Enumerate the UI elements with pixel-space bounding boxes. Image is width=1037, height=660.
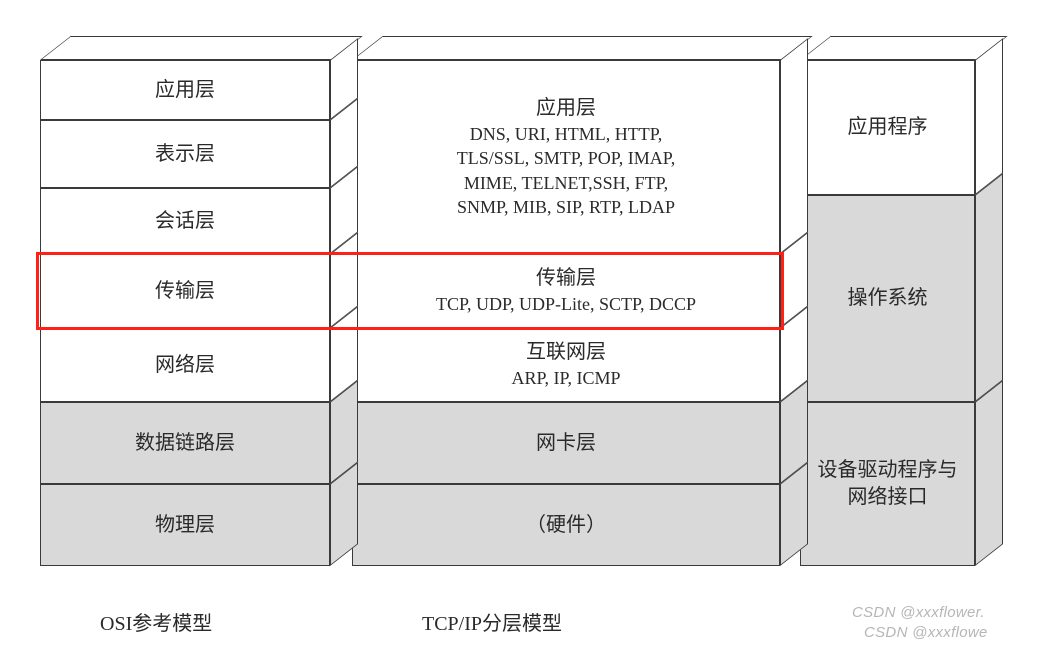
watermark-1: CSDN @xxxflowe bbox=[864, 624, 988, 641]
right-segment-1-text: 操作系统 bbox=[848, 285, 928, 312]
right-segment-0-face: 应用程序 bbox=[800, 60, 975, 195]
right-segment-1-face: 操作系统 bbox=[800, 195, 975, 402]
osi-layer-6: 物理层 bbox=[40, 484, 330, 566]
osi-layer-4-face: 网络层 bbox=[40, 328, 330, 402]
right-segment-0-side bbox=[975, 38, 1003, 195]
tcpip-layer-0-side bbox=[780, 38, 808, 254]
right-segment-2-text: 设备驱动程序与 bbox=[818, 457, 958, 484]
tcpip-layer-0-text: MIME, TELNET,SSH, FTP, bbox=[464, 171, 668, 195]
osi-layer-0: 应用层 bbox=[40, 60, 330, 120]
osi-layer-1: 表示层 bbox=[40, 120, 330, 188]
osi-layer-3-face: 传输层 bbox=[40, 254, 330, 328]
osi-layer-0-text: 应用层 bbox=[155, 77, 215, 104]
tcpip-layer-2-face: 互联网层ARP, IP, ICMP bbox=[352, 328, 780, 402]
tcpip-layer-0-text: 应用层 bbox=[536, 95, 596, 122]
tcpip-layer-2: 互联网层ARP, IP, ICMP bbox=[352, 328, 780, 402]
tcpip-layer-2-text: ARP, IP, ICMP bbox=[511, 366, 620, 390]
right-segment-2-text: 网络接口 bbox=[848, 484, 928, 511]
osi-layer-5: 数据链路层 bbox=[40, 402, 330, 484]
osi-layer-3: 传输层 bbox=[40, 254, 330, 328]
tcpip-caption: TCP/IP分层模型 bbox=[422, 607, 562, 636]
tcpip-layer-3-face: 网卡层 bbox=[352, 402, 780, 484]
tcpip-layer-0-text: DNS, URI, HTML, HTTP, bbox=[470, 122, 663, 146]
tcpip-layer-0: 应用层DNS, URI, HTML, HTTP,TLS/SSL, SMTP, P… bbox=[352, 60, 780, 254]
right-segment-2-side bbox=[975, 380, 1003, 566]
osi-layer-6-text: 物理层 bbox=[155, 512, 215, 539]
tcpip-layer-0-text: TLS/SSL, SMTP, POP, IMAP, bbox=[457, 146, 676, 170]
tcpip-layer-2-text: 互联网层 bbox=[526, 339, 606, 366]
osi-layer-3-text: 传输层 bbox=[155, 278, 215, 305]
right-segment-1: 操作系统 bbox=[800, 195, 975, 402]
tcpip-layer-1-face: 传输层TCP, UDP, UDP-Lite, SCTP, DCCP bbox=[352, 254, 780, 328]
osi-layer-1-text: 表示层 bbox=[155, 141, 215, 168]
tcpip-layer-0-text: SNMP, MIB, SIP, RTP, LDAP bbox=[457, 195, 675, 219]
right-segment-1-side bbox=[975, 173, 1003, 402]
osi-layer-5-text: 数据链路层 bbox=[135, 430, 235, 457]
tcpip-layer-1-text: TCP, UDP, UDP-Lite, SCTP, DCCP bbox=[436, 292, 696, 316]
osi-layer-4-text: 网络层 bbox=[155, 352, 215, 379]
watermark-0: CSDN @xxxflower. bbox=[852, 604, 985, 621]
right-segment-0-text: 应用程序 bbox=[848, 114, 928, 141]
tcpip-layer-0-face: 应用层DNS, URI, HTML, HTTP,TLS/SSL, SMTP, P… bbox=[352, 60, 780, 254]
osi-layer-5-face: 数据链路层 bbox=[40, 402, 330, 484]
osi-layer-2-text: 会话层 bbox=[155, 208, 215, 235]
right-segment-2-face: 设备驱动程序与网络接口 bbox=[800, 402, 975, 566]
osi-layer-1-face: 表示层 bbox=[40, 120, 330, 188]
osi-layer-6-face: 物理层 bbox=[40, 484, 330, 566]
tcpip-layer-4-face: （硬件） bbox=[352, 484, 780, 566]
right-segment-0: 应用程序 bbox=[800, 60, 975, 195]
right-segment-2: 设备驱动程序与网络接口 bbox=[800, 402, 975, 566]
tcpip-layer-4-text: （硬件） bbox=[526, 512, 606, 539]
osi-layer-2-face: 会话层 bbox=[40, 188, 330, 254]
tcpip-layer-4: （硬件） bbox=[352, 484, 780, 566]
osi-layer-2: 会话层 bbox=[40, 188, 330, 254]
osi-layer-0-face: 应用层 bbox=[40, 60, 330, 120]
osi-caption: OSI参考模型 bbox=[100, 607, 212, 636]
tcpip-layer-3: 网卡层 bbox=[352, 402, 780, 484]
tcpip-layer-1-text: 传输层 bbox=[536, 265, 596, 292]
tcpip-layer-3-text: 网卡层 bbox=[536, 430, 596, 457]
tcpip-layer-1: 传输层TCP, UDP, UDP-Lite, SCTP, DCCP bbox=[352, 254, 780, 328]
osi-layer-4: 网络层 bbox=[40, 328, 330, 402]
